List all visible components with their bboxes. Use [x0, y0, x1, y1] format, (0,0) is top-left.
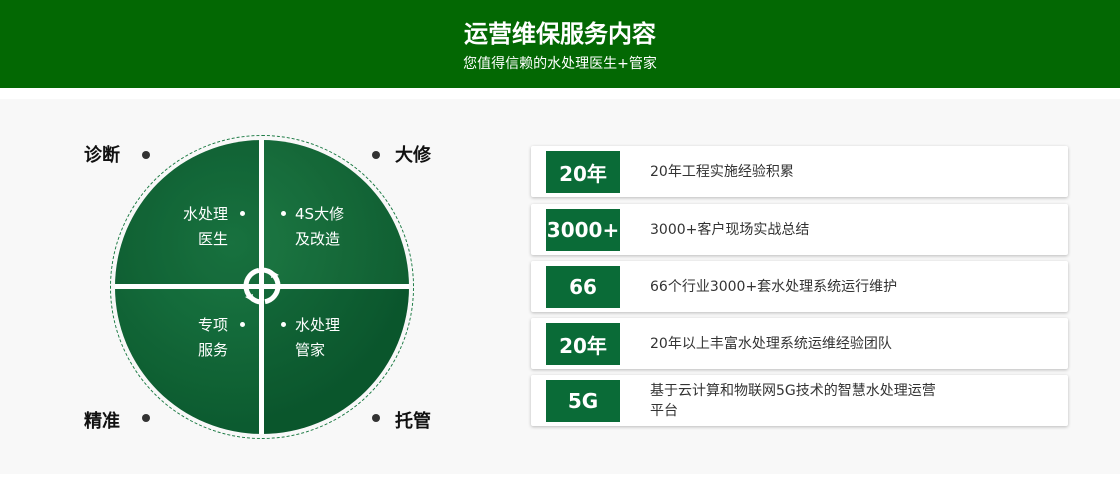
- stat-badge: 66: [546, 266, 620, 308]
- stat-card: 20年 20年工程实施经验积累: [531, 146, 1068, 197]
- stat-description: 20年以上丰富水处理系统运维经验团队: [650, 335, 892, 352]
- corner-label-custody: 托管: [395, 411, 431, 432]
- stat-card: 66 66个行业3000+套水处理系统运行维护: [531, 261, 1068, 312]
- stat-card: 5G 基于云计算和物联网5G技术的智慧水处理运营平台: [531, 375, 1068, 426]
- quadrant-label: 水处理 管家: [295, 316, 341, 359]
- corner-label-precise: 精准: [84, 411, 120, 432]
- corner-label-diagnose: 诊断: [84, 145, 120, 166]
- bullet-dot: [281, 322, 286, 327]
- stat-description: 66个行业3000+套水处理系统运行维护: [650, 278, 898, 295]
- bullet-dot: [372, 151, 380, 159]
- cycle-icon: [243, 267, 281, 305]
- quadrant-label: 4S大修 及改造: [295, 205, 345, 248]
- bullet-dot: [372, 414, 380, 422]
- corner-label-overhaul: 大修: [395, 145, 431, 166]
- stat-badge: 20年: [546, 323, 620, 365]
- stat-description: 3000+客户现场实战总结: [650, 221, 810, 238]
- quadrant-overhaul: [262, 140, 409, 287]
- page-header: 运营维保服务内容 您值得信赖的水处理医生+管家: [0, 0, 1120, 88]
- divider-horizontal: [115, 284, 409, 289]
- stat-card: 20年 20年以上丰富水处理系统运维经验团队: [531, 318, 1068, 369]
- dashed-ring: [110, 135, 414, 439]
- stat-description: 基于云计算和物联网5G技术的智慧水处理运营平台: [650, 382, 936, 419]
- bullet-dot: [240, 322, 245, 327]
- stat-card: 3000+ 3000+客户现场实战总结: [531, 204, 1068, 255]
- stat-description: 20年工程实施经验积累: [650, 163, 794, 180]
- page-title: 运营维保服务内容: [464, 20, 656, 48]
- stat-badge: 20年: [546, 151, 620, 193]
- bullet-dot: [240, 211, 245, 216]
- quadrant-label: 专项 服务: [197, 316, 228, 359]
- quadrant-special: [115, 287, 262, 434]
- stat-badge: 3000+: [546, 209, 620, 251]
- bullet-dot: [142, 414, 150, 422]
- bullet-dot: [281, 211, 286, 216]
- bullet-dot: [142, 151, 150, 159]
- quadrant-doctor: [115, 140, 262, 287]
- quadrant-steward: [262, 287, 409, 434]
- page-subtitle: 您值得信赖的水处理医生+管家: [463, 56, 657, 72]
- quadrant-label: 水处理 医生: [182, 205, 228, 248]
- stat-badge: 5G: [546, 380, 620, 422]
